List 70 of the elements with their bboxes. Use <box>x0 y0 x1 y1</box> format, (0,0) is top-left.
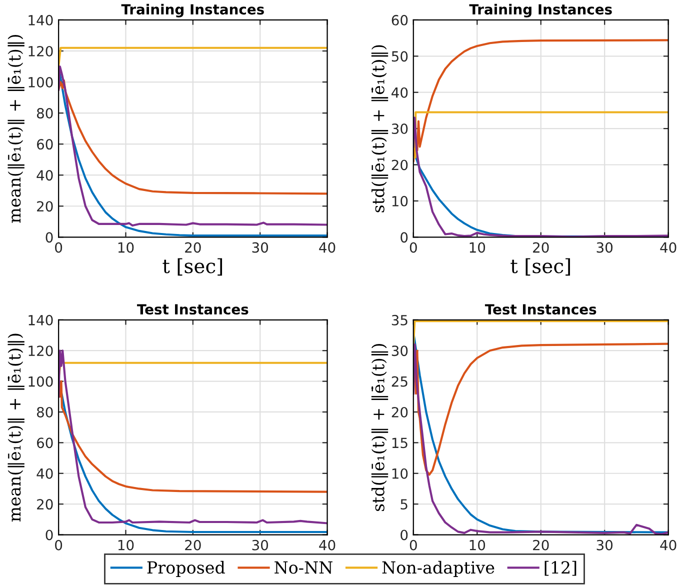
x-axis-title: t [sec] <box>162 258 222 276</box>
x-tick-label: 20 <box>185 242 201 253</box>
y-tick-label: 30 <box>392 346 408 356</box>
y-axis-title: mean(‖ē₁(t)‖ + ‖ē̇₁(t)‖) <box>8 334 24 522</box>
x-tick-label: 40 <box>660 242 676 253</box>
chart-title: Training Instances <box>121 4 264 18</box>
y-tick-label: 40 <box>392 87 408 98</box>
y-tick-label: 30 <box>392 124 408 134</box>
chart-title: Test Instances <box>484 304 596 315</box>
y-tick-label: 80 <box>36 108 53 119</box>
x-tick-label: 30 <box>596 242 613 253</box>
legend-label: No-NN <box>274 561 332 574</box>
x-tick-label: 0 <box>55 540 62 550</box>
x-tick-label: 0 <box>410 242 417 253</box>
line-series <box>58 350 328 524</box>
line-series <box>413 39 668 162</box>
x-tick-label: 20 <box>533 242 549 253</box>
x-tick-label: 0 <box>55 242 62 253</box>
y-tick-label: 5 <box>400 499 408 510</box>
x-tick-label: 30 <box>596 540 613 550</box>
line-series <box>413 342 668 476</box>
y-tick-label: 60 <box>392 14 408 26</box>
x-tick-label: 40 <box>319 242 336 253</box>
y-axis-title: std(‖ē₁(t)‖ + ‖ē̇₁(t)‖) <box>371 344 388 512</box>
legend-label: [12] <box>544 560 576 576</box>
x-tick-label: 0 <box>410 540 417 550</box>
y-tick-label: 15 <box>392 438 408 448</box>
y-tick-label: 0 <box>46 530 53 540</box>
y-tick-label: 100 <box>28 376 53 387</box>
x-tick-label: 30 <box>252 242 268 253</box>
x-tick-label: 10 <box>470 540 486 550</box>
y-tick-label: 0 <box>400 530 408 540</box>
y-tick-label: 20 <box>37 499 53 510</box>
x-tick-label: 10 <box>118 242 134 253</box>
line-series <box>58 380 328 493</box>
y-tick-label: 0 <box>46 232 53 243</box>
x-tick-label: 10 <box>470 242 486 253</box>
x-tick-label: 40 <box>660 540 676 550</box>
x-tick-label: 20 <box>533 540 549 550</box>
legend-label: Non-adaptive <box>382 560 494 577</box>
legend-label: Proposed <box>147 560 225 577</box>
chart-title: Test Instances <box>137 304 248 315</box>
y-tick-label: 35 <box>392 314 408 326</box>
x-tick-label: 20 <box>185 540 201 550</box>
y-tick-label: 50 <box>392 51 408 62</box>
y-tick-label: 60 <box>37 438 53 448</box>
y-axis-title: mean(‖ē₁(t)‖ + ‖ē̇₁(t)‖) <box>8 35 24 223</box>
y-tick-label: 25 <box>392 376 408 387</box>
y-tick-label: 10 <box>392 468 408 479</box>
y-tick-label: 20 <box>392 406 408 418</box>
line-series <box>58 79 328 195</box>
x-tick-label: 10 <box>118 540 134 550</box>
y-tick-label: 10 <box>392 196 408 206</box>
y-tick-label: 80 <box>36 406 53 418</box>
y-tick-label: 20 <box>37 201 53 212</box>
y-tick-label: 140 <box>28 14 53 26</box>
y-tick-label: 40 <box>36 468 53 479</box>
y-axis-title: std(‖ē₁(t)‖ + ‖ē̇₁(t)‖) <box>371 45 388 212</box>
x-axis-title: t [sec] <box>510 258 570 276</box>
x-tick-label: 30 <box>252 540 268 550</box>
y-tick-label: 0 <box>400 232 408 243</box>
y-tick-label: 60 <box>37 139 53 150</box>
y-tick-label: 20 <box>392 160 408 170</box>
y-tick-label: 120 <box>28 46 53 56</box>
y-tick-label: 140 <box>28 314 53 326</box>
y-tick-label: 100 <box>28 76 53 88</box>
y-tick-label: 40 <box>36 170 53 181</box>
chart-title: Training Instances <box>469 4 612 18</box>
y-tick-label: 120 <box>28 346 53 356</box>
x-tick-label: 40 <box>319 540 336 550</box>
